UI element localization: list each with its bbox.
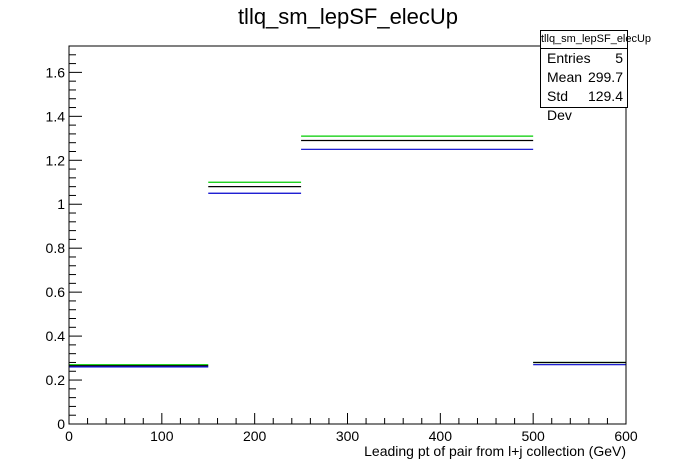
- x-tick-label: 400: [429, 428, 453, 444]
- stats-box-title: tllq_sm_lepSF_elecUp: [541, 31, 651, 49]
- stats-label: Mean: [547, 69, 583, 85]
- chart-title: tllq_sm_lepSF_elecUp: [237, 4, 459, 29]
- stats-value: 5: [615, 50, 623, 66]
- y-tick-label: 1.6: [46, 64, 66, 80]
- x-axis-label: Leading pt of pair from l+j collection (…: [364, 443, 626, 459]
- y-tick-label: 0.4: [46, 328, 66, 344]
- stats-box: tllq_sm_lepSF_elecUp Entries 5 Mean 299.…: [540, 30, 651, 123]
- x-tick-label: 100: [150, 428, 174, 444]
- stats-row-mean: Mean 299.7: [541, 68, 627, 87]
- y-tick-label: 0.2: [46, 372, 66, 388]
- x-tick-label: 600: [614, 428, 638, 444]
- y-tick-label: 0.8: [46, 240, 66, 256]
- stats-row-entries: Entries 5: [541, 49, 627, 68]
- y-tick-label: 1.2: [46, 152, 66, 168]
- series-0: [69, 135, 626, 366]
- series-2: [69, 148, 626, 368]
- axes-layer: 0 100 200 300 400 500 600 0 0.2 0.4 0.6 0.8 1 1.2 1.4 1…: [46, 45, 638, 444]
- y-tick-label: 0: [57, 416, 65, 432]
- x-tick-label: 300: [336, 428, 360, 444]
- y-tick-label: 1.4: [46, 108, 66, 124]
- y-tick-label: 0.6: [46, 284, 66, 300]
- stats-label: Std Dev: [547, 88, 572, 123]
- stats-value: 299.7: [587, 69, 623, 85]
- series-layer: [69, 135, 626, 368]
- x-tick-label: 200: [243, 428, 267, 444]
- x-tick-label: 0: [65, 428, 73, 444]
- x-tick-label: 500: [521, 428, 545, 444]
- stats-label: Entries: [547, 50, 591, 66]
- series-1: [69, 139, 626, 367]
- y-tick-label: 1: [57, 196, 65, 212]
- stats-row-stddev: Std Dev 129.4: [541, 87, 627, 123]
- stats-value: 129.4: [587, 88, 623, 104]
